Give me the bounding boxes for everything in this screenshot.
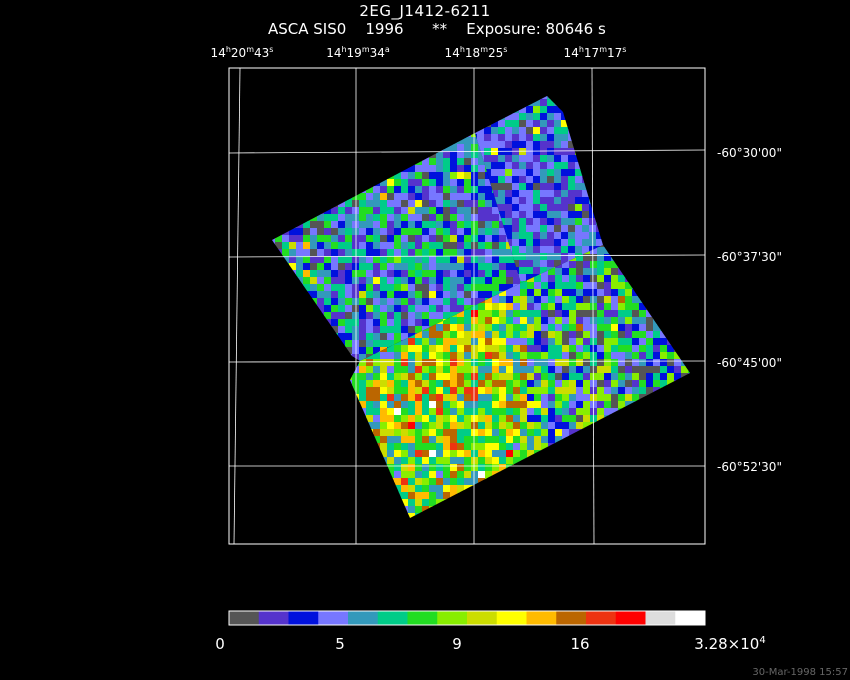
exposure-label: Exposure: 80646 s bbox=[466, 20, 606, 38]
colorbar-swatch bbox=[318, 611, 349, 625]
dec-label-3: -60°45'00" bbox=[717, 356, 782, 370]
colorbar-label-max: 3.28×104 bbox=[694, 635, 766, 653]
colorbar-swatch bbox=[467, 611, 498, 625]
exposure-map bbox=[272, 96, 690, 518]
timestamp: 30-Mar-1998 15:57 bbox=[752, 667, 848, 678]
colorbar-swatch bbox=[288, 611, 319, 625]
colorbar-label-2: 9 bbox=[452, 635, 462, 653]
colorbar-swatch bbox=[586, 611, 617, 625]
colorbar-swatch bbox=[407, 611, 438, 625]
colorbar-label-1: 5 bbox=[335, 635, 345, 653]
plot-frame bbox=[228, 67, 706, 545]
colorbar-label-0: 0 bbox=[215, 635, 225, 653]
colorbar-swatch bbox=[556, 611, 587, 625]
year-label: 1996 bbox=[365, 20, 404, 38]
observation-info: ASCA SIS0 1996 ** Exposure: 80646 s bbox=[268, 20, 606, 38]
colorbar-swatch bbox=[348, 611, 379, 625]
colorbar-swatch bbox=[675, 611, 706, 625]
colorbar-swatch bbox=[615, 611, 646, 625]
colorbar-swatch bbox=[229, 611, 260, 625]
colorbar-swatch bbox=[526, 611, 557, 625]
colorbar-frame bbox=[228, 610, 706, 626]
colorbar bbox=[228, 610, 706, 626]
image-title: 2EG_J1412-6211 bbox=[359, 2, 491, 20]
coordinate-grid bbox=[228, 67, 706, 545]
dec-label-1: -60°30'00" bbox=[717, 146, 782, 160]
ra-label-4: 14h17m17s bbox=[563, 45, 627, 60]
flag-label: ** bbox=[432, 20, 448, 38]
colorbar-label-3: 16 bbox=[570, 635, 590, 653]
colorbar-swatch bbox=[377, 611, 408, 625]
colorbar-swatch bbox=[645, 611, 676, 625]
ra-label-1: 14h20m43s bbox=[210, 45, 274, 60]
instrument-label: ASCA SIS0 bbox=[268, 20, 347, 38]
colorbar-swatch bbox=[496, 611, 527, 625]
ra-label-2: 14h19m34a bbox=[326, 45, 390, 60]
ra-label-3: 14h18m25s bbox=[444, 45, 508, 60]
dec-label-2: -60°37'30" bbox=[717, 250, 782, 264]
dec-label-4: -60°52'30" bbox=[717, 460, 782, 474]
colorbar-swatch bbox=[437, 611, 468, 625]
colorbar-swatch bbox=[258, 611, 289, 625]
